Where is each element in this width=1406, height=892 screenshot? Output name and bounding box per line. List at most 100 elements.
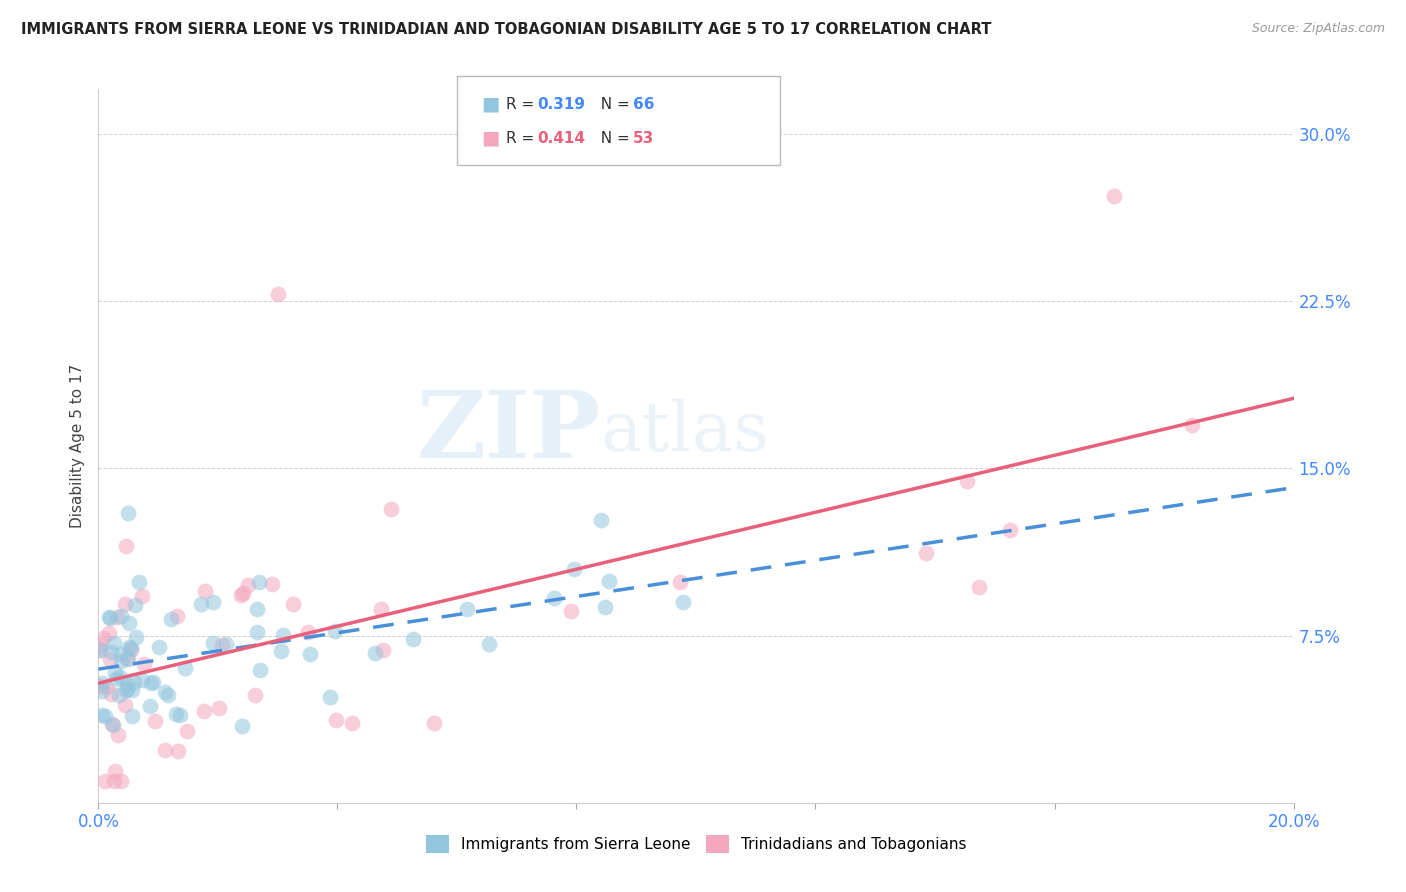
Point bbox=[134, 657, 156, 672]
Point bbox=[211, 638, 233, 652]
Text: ■: ■ bbox=[481, 128, 499, 147]
Point bbox=[402, 632, 425, 647]
Point bbox=[118, 640, 141, 655]
Point bbox=[101, 717, 124, 731]
Point bbox=[117, 506, 139, 520]
Point bbox=[103, 773, 125, 788]
Point bbox=[543, 591, 565, 605]
Point bbox=[153, 685, 176, 699]
Point bbox=[232, 586, 254, 600]
Point bbox=[110, 773, 132, 788]
Point bbox=[115, 676, 138, 690]
Point bbox=[104, 665, 127, 680]
Point bbox=[103, 718, 125, 732]
Point bbox=[94, 680, 117, 694]
Point bbox=[115, 683, 138, 698]
Text: ■: ■ bbox=[481, 95, 499, 114]
Point bbox=[323, 624, 346, 639]
Point bbox=[120, 643, 142, 657]
Point bbox=[598, 574, 620, 589]
Point bbox=[100, 652, 122, 666]
Point bbox=[89, 679, 111, 693]
Point bbox=[159, 612, 181, 626]
Point bbox=[91, 708, 114, 723]
Point bbox=[380, 502, 402, 516]
Point bbox=[267, 287, 290, 301]
Point bbox=[246, 625, 269, 640]
Point bbox=[215, 637, 238, 651]
Point bbox=[193, 704, 215, 718]
Point bbox=[128, 575, 150, 590]
Point bbox=[165, 706, 187, 721]
Point bbox=[176, 723, 198, 738]
Point bbox=[271, 628, 294, 642]
Point bbox=[104, 764, 127, 778]
Point bbox=[370, 601, 392, 615]
Point bbox=[110, 647, 132, 661]
Text: 66: 66 bbox=[633, 97, 654, 112]
Point bbox=[456, 602, 478, 616]
Point bbox=[107, 728, 129, 742]
Text: atlas: atlas bbox=[600, 399, 769, 465]
Point bbox=[914, 546, 936, 560]
Text: ZIP: ZIP bbox=[416, 387, 600, 476]
Point bbox=[143, 714, 166, 728]
Point bbox=[669, 575, 692, 590]
Point bbox=[562, 562, 585, 576]
Y-axis label: Disability Age 5 to 17: Disability Age 5 to 17 bbox=[69, 364, 84, 528]
Point bbox=[249, 663, 271, 677]
Point bbox=[174, 660, 197, 674]
Point bbox=[167, 744, 190, 758]
Point bbox=[108, 670, 131, 684]
Point bbox=[141, 675, 163, 690]
Point bbox=[148, 640, 170, 654]
Point bbox=[100, 645, 122, 659]
Point bbox=[117, 681, 139, 696]
Point bbox=[998, 523, 1021, 537]
Text: 53: 53 bbox=[633, 130, 654, 145]
Point bbox=[560, 604, 582, 618]
Point bbox=[243, 688, 266, 702]
Point bbox=[94, 709, 117, 723]
Point bbox=[319, 690, 342, 704]
Legend: Immigrants from Sierra Leone, Trinidadians and Tobagonians: Immigrants from Sierra Leone, Trinidadia… bbox=[419, 829, 973, 859]
Point bbox=[423, 715, 446, 730]
Point bbox=[117, 615, 139, 630]
Point bbox=[87, 643, 110, 657]
Point bbox=[125, 631, 148, 645]
Point bbox=[247, 575, 270, 590]
Point bbox=[121, 709, 143, 723]
Point bbox=[478, 637, 501, 651]
Point bbox=[94, 773, 117, 788]
Point bbox=[89, 638, 111, 652]
Text: Source: ZipAtlas.com: Source: ZipAtlas.com bbox=[1251, 22, 1385, 36]
Point bbox=[270, 644, 292, 658]
Point bbox=[124, 599, 146, 613]
Text: 0.414: 0.414 bbox=[537, 130, 585, 145]
Point bbox=[131, 589, 153, 603]
Point bbox=[593, 599, 616, 614]
Text: R =: R = bbox=[506, 97, 540, 112]
Text: 0.319: 0.319 bbox=[537, 97, 585, 112]
Point bbox=[672, 594, 695, 608]
Point bbox=[967, 580, 990, 594]
Point bbox=[190, 598, 212, 612]
Point bbox=[90, 684, 112, 698]
Point bbox=[121, 682, 143, 697]
Point bbox=[342, 715, 364, 730]
Point bbox=[89, 643, 111, 657]
Point bbox=[110, 654, 132, 668]
Point bbox=[110, 609, 132, 624]
Point bbox=[131, 673, 153, 687]
Point bbox=[229, 588, 252, 602]
Text: N =: N = bbox=[591, 130, 634, 145]
Point bbox=[281, 597, 304, 611]
Point bbox=[298, 647, 321, 661]
Point bbox=[120, 640, 142, 655]
Text: R =: R = bbox=[506, 130, 540, 145]
Point bbox=[956, 474, 979, 488]
Point bbox=[98, 611, 121, 625]
Point bbox=[166, 609, 188, 624]
Point bbox=[114, 597, 136, 611]
Point bbox=[105, 610, 128, 624]
